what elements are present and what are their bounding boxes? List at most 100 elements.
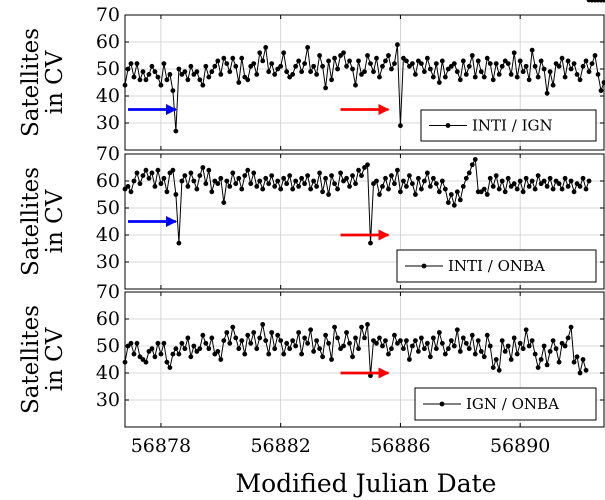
data-point <box>314 72 319 77</box>
data-point <box>257 50 263 56</box>
data-point <box>568 66 574 72</box>
y-axis-label: Satellitesin CV <box>18 305 68 414</box>
data-point <box>296 330 302 335</box>
data-point <box>386 186 391 192</box>
data-point <box>209 335 215 341</box>
data-point <box>389 173 394 179</box>
data-point <box>125 184 131 189</box>
data-point <box>230 170 236 176</box>
data-point <box>398 123 403 129</box>
y-tick-label: 30 <box>96 112 120 134</box>
data-point <box>469 162 475 168</box>
data-point <box>248 181 254 187</box>
data-point <box>131 178 137 184</box>
data-point <box>347 58 352 64</box>
data-point <box>200 165 206 170</box>
data-point <box>311 349 317 354</box>
data-point <box>161 175 167 181</box>
data-point <box>451 61 457 66</box>
data-point <box>386 53 391 58</box>
data-point <box>224 61 230 66</box>
data-point <box>571 189 577 195</box>
data-point <box>284 340 290 346</box>
data-point <box>230 324 236 330</box>
data-point <box>508 72 514 77</box>
data-point <box>155 340 161 346</box>
y-axis-label-line: in CV <box>42 50 68 114</box>
data-point <box>323 332 328 338</box>
data-point <box>134 170 140 176</box>
data-point <box>158 82 164 88</box>
y-tick-label: 50 <box>96 58 120 80</box>
y-axis-label-line: Satellites <box>18 167 44 276</box>
data-point <box>365 53 370 58</box>
data-point <box>577 184 583 189</box>
data-point <box>493 61 499 66</box>
data-point <box>146 72 152 77</box>
legend-layer: INTI / IGN INTI / ONBA IGN / ONBA <box>396 109 597 421</box>
data-point <box>194 186 200 192</box>
data-point <box>266 351 272 357</box>
data-point <box>257 335 263 341</box>
data-point <box>415 349 421 354</box>
data-point <box>562 175 568 181</box>
data-point <box>227 69 233 75</box>
data-point <box>278 338 284 343</box>
series-line <box>124 324 587 376</box>
data-point <box>421 69 427 75</box>
data-point <box>251 170 257 176</box>
data-point <box>305 45 311 50</box>
data-point <box>311 178 317 184</box>
data-point <box>302 335 308 341</box>
data-point <box>550 338 556 343</box>
data-point <box>128 61 134 66</box>
data-point <box>326 192 331 197</box>
data-point <box>559 55 565 61</box>
data-point <box>574 72 580 77</box>
x-tick-label: 56878 <box>131 435 191 457</box>
data-point <box>128 340 134 346</box>
data-point <box>502 189 508 195</box>
data-point <box>439 340 445 346</box>
data-point <box>239 55 245 61</box>
data-point <box>463 340 469 346</box>
data-point <box>430 74 436 80</box>
data-point <box>182 346 188 352</box>
data-point <box>158 181 164 187</box>
data-point <box>305 340 311 346</box>
y-tick-label: 30 <box>96 251 120 273</box>
data-point <box>445 346 451 352</box>
data-point <box>203 63 209 69</box>
data-point <box>589 61 595 66</box>
data-point <box>227 340 233 346</box>
data-point <box>137 181 143 187</box>
data-point <box>475 58 481 64</box>
data-point <box>353 181 358 187</box>
data-point <box>547 175 553 181</box>
data-point <box>173 192 179 197</box>
data-point <box>511 335 517 341</box>
data-point <box>212 63 218 69</box>
data-point <box>562 343 568 349</box>
data-point <box>586 69 592 75</box>
data-point <box>535 173 541 179</box>
data-point <box>445 200 451 206</box>
y-axis-label: Satellitesin CV <box>18 167 68 276</box>
data-point <box>371 69 376 75</box>
data-point <box>466 346 472 352</box>
data-point <box>155 74 161 80</box>
data-point <box>146 175 152 181</box>
data-point <box>332 324 337 330</box>
y-axis-label-line: Satellites <box>18 28 44 137</box>
data-point <box>155 167 161 173</box>
data-point <box>502 349 508 354</box>
data-point <box>302 181 308 187</box>
data-point <box>293 178 299 184</box>
data-point <box>170 351 176 357</box>
data-point <box>170 88 176 93</box>
data-point <box>176 240 182 246</box>
data-point <box>362 335 367 341</box>
data-point <box>529 338 535 343</box>
data-point <box>451 343 457 349</box>
panel-frame <box>124 153 605 290</box>
